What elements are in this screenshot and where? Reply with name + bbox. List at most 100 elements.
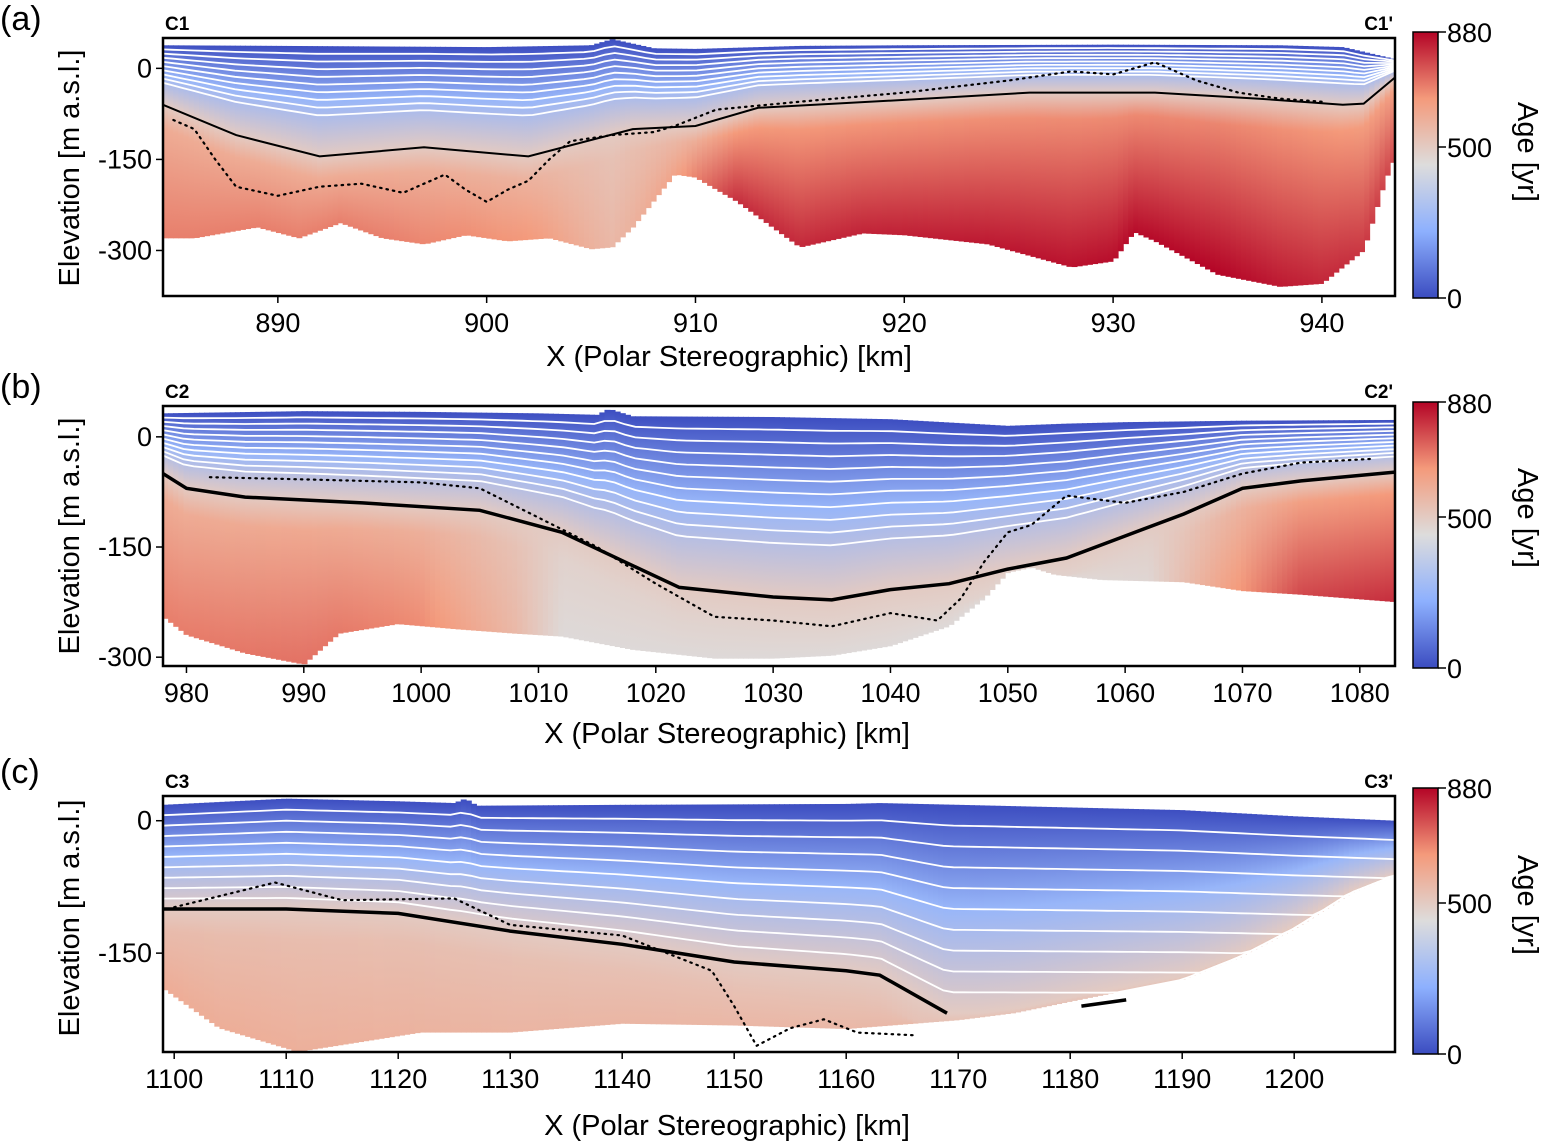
age-column [306,46,313,235]
age-column [548,413,554,636]
colorbar: 880 500 0 Age [yr] [1412,774,1543,1070]
age-column [1343,47,1350,265]
age-column [260,411,267,657]
age-column [825,418,832,656]
age-column [953,804,960,1021]
age-column [1056,44,1063,264]
age-column [1035,806,1042,1009]
age-column [358,800,364,1043]
age-column [1117,44,1124,252]
colorbar-label: Age [yr] [1511,102,1543,202]
age-column [1102,44,1109,263]
age-column [163,804,169,991]
age-column [814,804,821,1029]
age-column [630,43,637,228]
age-column [1225,45,1232,277]
age-column [1169,809,1176,982]
panel-label: (a) [0,0,42,38]
y-tick-label: 0 [137,422,152,452]
age-column [542,413,549,636]
age-column [471,803,477,1033]
age-column [1122,44,1129,245]
age-column [245,412,252,654]
age-column [229,45,236,232]
age-column [691,48,698,178]
age-column [368,411,375,629]
age-column [388,46,395,240]
age-column [640,45,647,215]
age-column [1384,820,1391,879]
age-column [327,411,334,642]
age-column [1066,423,1073,577]
isochrone-500-line [1081,998,1127,1008]
age-column [866,418,873,650]
age-column [255,45,262,228]
x-tick-label: 1150 [705,1064,763,1094]
age-column [548,805,554,1030]
age-column [558,805,565,1029]
age-column [352,411,359,631]
age-column [291,798,298,1051]
age-column [1158,421,1165,582]
age-column [1045,806,1052,1007]
age-column [1210,421,1217,587]
age-column [1158,809,1165,984]
age-column [876,803,883,1027]
age-column [876,419,883,649]
panel-b: (b) C2 C2' 980 990 1000 1010 1020 1030 1040 105… [0,368,1543,750]
age-column [471,47,477,237]
age-column [363,46,370,233]
age-column [1066,807,1073,1002]
age-column [383,801,390,1038]
age-column [1230,420,1237,590]
age-column [1348,49,1355,261]
age-column [845,45,852,237]
age-column [1318,817,1324,912]
age-column [655,804,662,1025]
y-axis-ticks: 0 -150 -300 [98,422,163,672]
age-column [1087,423,1093,579]
age-column [209,802,216,1024]
age-column [1153,809,1160,985]
age-column [409,46,416,243]
age-column [327,46,334,228]
age-column [1266,420,1273,593]
age-column [1081,423,1088,579]
age-column [650,804,657,1025]
age-column [979,45,986,244]
age-column [198,45,205,238]
age-500-isochrone [163,76,1395,158]
age-column [1025,44,1032,256]
age-column [1353,819,1360,891]
age-column [773,46,780,231]
age-column [1374,819,1381,883]
age-column [1169,44,1176,251]
age-column [1071,423,1078,578]
age-column [224,801,231,1031]
isochrones [163,808,1395,994]
age-column [1004,44,1011,250]
age-column [737,47,744,205]
age-column [1246,45,1253,281]
age-column [327,799,334,1047]
age-column [455,412,462,630]
age-column [173,45,180,239]
age-column [850,418,857,653]
age-column [1179,44,1186,256]
age-column [1153,44,1160,243]
age-column [979,805,986,1018]
age-column [696,48,703,180]
age-column [1102,422,1109,581]
radar-layer [173,881,915,1048]
isochrone-line [163,425,1395,458]
age-column [1271,815,1278,939]
x-axis-label: X (Polar Stereographic) [km] [544,1110,910,1142]
age-column [645,416,652,652]
age-column [717,804,724,1026]
age-column [989,805,996,1016]
age-column [609,39,616,248]
age-column [655,416,662,653]
age-column [1302,420,1309,596]
age-column [1225,812,1232,962]
age-column [394,46,400,241]
